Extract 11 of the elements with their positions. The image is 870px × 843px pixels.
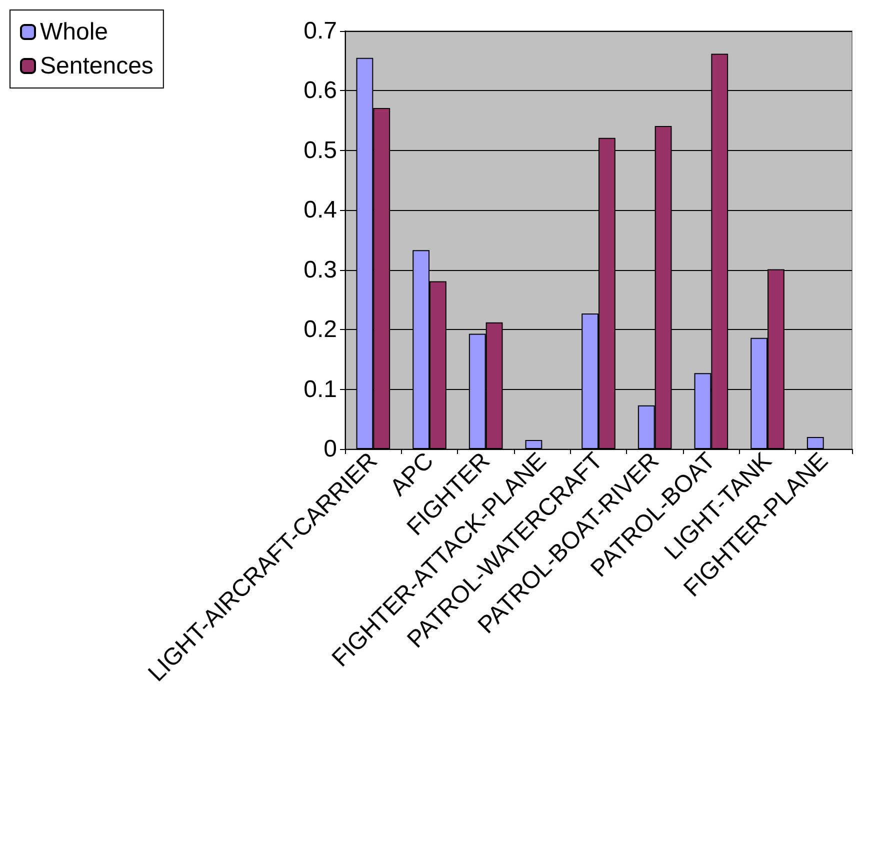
y-tick-label: 0.1 — [304, 376, 337, 403]
legend-label: Whole — [40, 18, 108, 46]
bar — [806, 437, 824, 449]
y-tick-label: 0.3 — [304, 256, 337, 284]
y-tick-label: 0.5 — [304, 136, 337, 164]
y-tick-label: 0.7 — [304, 18, 337, 44]
y-tick-label: 0.4 — [304, 196, 337, 224]
legend-label: Sentences — [40, 52, 154, 80]
bar — [525, 440, 542, 449]
y-tick-label: 0.2 — [304, 316, 337, 344]
y-tick-label: 0.6 — [304, 77, 337, 104]
